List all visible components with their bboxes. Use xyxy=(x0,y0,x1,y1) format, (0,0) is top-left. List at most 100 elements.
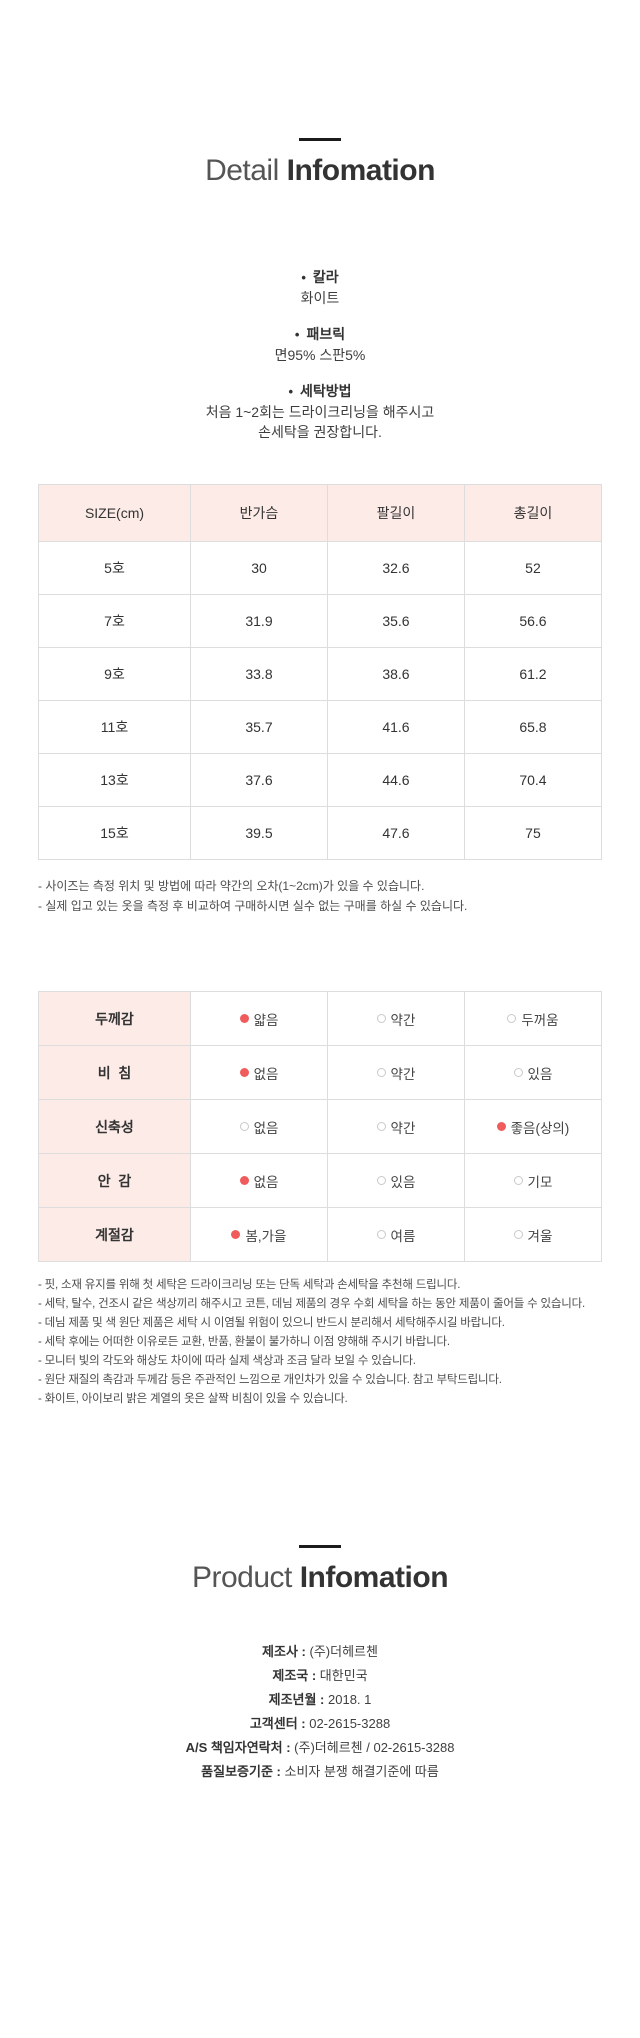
attribute-option-label: 기모 xyxy=(527,1174,553,1190)
attribute-option-cell: 없음 xyxy=(190,1153,328,1208)
spec-label-text: 세탁방법 xyxy=(300,383,352,399)
unselected-dot-icon xyxy=(376,1068,386,1077)
size-table-cell: 39.5 xyxy=(190,806,328,860)
product-field-label: 제조년월 : xyxy=(268,1692,329,1707)
unselected-dot-icon xyxy=(507,1014,517,1023)
spec-label: • 패브릭 xyxy=(0,324,640,345)
size-table-row: 9호 33.8 38.6 61.2 xyxy=(38,647,603,701)
size-table-cell: 33.8 xyxy=(190,647,328,701)
size-table-header-cell: 팔길이 xyxy=(326,484,465,542)
attribute-table: 두께감 얇음 약간 두꺼움 비 침 없음 약간 있음 신축성 없음 약간 좋음(상의) 안 감 없음 있음 기… xyxy=(38,991,603,1262)
size-table-cell: 65.8 xyxy=(463,700,603,754)
product-field-label: 제조사 : xyxy=(262,1644,310,1659)
care-note-line: - 모니터 빛의 각도와 해상도 차이에 따라 실제 색상과 조금 달라 보일 … xyxy=(38,1355,416,1367)
attribute-row: 비 침 없음 약간 있음 xyxy=(38,1045,603,1100)
attribute-option-cell: 겨울 xyxy=(463,1207,603,1262)
care-note-line: - 세탁, 탈수, 건조시 같은 색상끼리 해주시고 코튼, 데님 제품의 경우… xyxy=(38,1298,585,1310)
size-notes: - 사이즈는 측정 위치 및 방법에 따라 약간의 오차(1~2cm)가 있을 … xyxy=(38,876,624,916)
size-table-header-row: SIZE(cm) 반가슴 팔길이 총길이 xyxy=(38,484,603,542)
product-title-bold: Infomation xyxy=(299,1561,449,1594)
attribute-option-label: 약간 xyxy=(390,1120,416,1136)
attribute-option: 약간 xyxy=(376,1063,416,1083)
size-table-row: 5호 30 32.6 52 xyxy=(38,541,603,595)
attribute-option-label: 없음 xyxy=(253,1174,279,1190)
attribute-option: 없음 xyxy=(239,1117,279,1137)
spec-label: • 세탁방법 xyxy=(0,381,640,402)
attribute-option-label: 약간 xyxy=(390,1012,416,1028)
section-divider-line xyxy=(299,138,341,141)
attribute-label: 비 침 xyxy=(38,1045,191,1100)
product-field: 제조국 : 대한민국 xyxy=(0,1664,640,1688)
attribute-option-cell: 봄,가을 xyxy=(190,1207,328,1262)
product-field-value: (주)더헤르첸 xyxy=(309,1644,378,1659)
attribute-option-label: 약간 xyxy=(390,1066,416,1082)
size-table-cell: 7호 xyxy=(38,594,191,648)
size-table-cell: 15호 xyxy=(38,806,191,860)
size-table-header-cell: 반가슴 xyxy=(190,484,328,542)
care-notes: - 핏, 소재 유지를 위해 첫 세탁은 드라이크리닝 또는 단독 세탁과 손세… xyxy=(38,1276,624,1409)
size-table-cell: 41.6 xyxy=(326,700,465,754)
product-field: 고객센터 : 02-2615-3288 xyxy=(0,1712,640,1736)
product-fields: 제조사 : (주)더헤르첸 제조국 : 대한민국 제조년월 : 2018. 1 고객센… xyxy=(0,1640,640,1784)
selected-dot-icon xyxy=(239,1014,249,1023)
attribute-option-cell: 없음 xyxy=(190,1045,328,1100)
size-table-cell: 35.7 xyxy=(190,700,328,754)
attribute-row: 두께감 얇음 약간 두꺼움 xyxy=(38,991,603,1046)
attribute-option-cell: 약간 xyxy=(326,1045,465,1100)
product-field: A/S 책임자연락처 : (주)더헤르첸 / 02-2615-3288 xyxy=(0,1736,640,1760)
product-field-label: 품질보증기준 : xyxy=(201,1764,285,1779)
attribute-option-label: 있음 xyxy=(390,1174,416,1190)
unselected-dot-icon xyxy=(376,1176,386,1185)
product-field-label: 고객센터 : xyxy=(249,1716,310,1731)
product-field-value: 대한민국 xyxy=(319,1668,368,1683)
care-note-line: - 화이트, 아이보리 밝은 계열의 옷은 살짝 비침이 있을 수 있습니다. xyxy=(38,1393,348,1405)
size-table-cell: 37.6 xyxy=(190,753,328,807)
unselected-dot-icon xyxy=(513,1176,523,1185)
selected-dot-icon xyxy=(231,1230,241,1239)
attribute-row: 안 감 없음 있음 기모 xyxy=(38,1153,603,1208)
size-note-line: - 사이즈는 측정 위치 및 방법에 따라 약간의 오차(1~2cm)가 있을 … xyxy=(38,879,425,893)
size-table-header-cell: SIZE(cm) xyxy=(38,484,191,542)
product-field: 제조년월 : 2018. 1 xyxy=(0,1688,640,1712)
product-section-title: Product Infomation xyxy=(0,1560,640,1596)
unselected-dot-icon xyxy=(513,1230,523,1239)
unselected-dot-icon xyxy=(239,1122,249,1131)
bullet-icon: • xyxy=(288,384,294,399)
attribute-row: 계절감 봄,가을 여름 겨울 xyxy=(38,1207,603,1262)
attribute-option-cell: 여름 xyxy=(326,1207,465,1262)
product-field: 품질보증기준 : 소비자 분쟁 해결기준에 따름 xyxy=(0,1760,640,1784)
size-table-row: 11호 35.7 41.6 65.8 xyxy=(38,700,603,754)
attribute-option-cell: 좋음(상의) xyxy=(463,1099,603,1154)
attribute-option: 좋음(상의) xyxy=(496,1117,570,1137)
attribute-label: 신축성 xyxy=(38,1099,191,1154)
attribute-option: 약간 xyxy=(376,1117,416,1137)
attribute-option-label: 여름 xyxy=(390,1228,416,1244)
unselected-dot-icon xyxy=(376,1014,386,1023)
attribute-option-label: 좋음(상의) xyxy=(510,1120,570,1136)
attribute-option: 없음 xyxy=(239,1171,279,1191)
spec-label: • 칼라 xyxy=(0,267,640,288)
attribute-label: 두께감 xyxy=(38,991,191,1046)
selected-dot-icon xyxy=(239,1176,249,1185)
size-table-cell: 11호 xyxy=(38,700,191,754)
product-field-label: 제조국 : xyxy=(272,1668,320,1683)
product-field-value: 02-2615-3288 xyxy=(309,1716,391,1731)
detail-section: Detail Infomation • 칼라 화이트 • 패브릭 면95% 스판5% • 세탁… xyxy=(0,138,640,1409)
spec-value-line: 면95% 스판5% xyxy=(274,347,366,363)
attribute-option-label: 봄,가을 xyxy=(245,1228,287,1244)
attribute-option-cell: 기모 xyxy=(463,1153,603,1208)
attribute-option-label: 없음 xyxy=(253,1120,279,1136)
size-table-row: 7호 31.9 35.6 56.6 xyxy=(38,594,603,648)
attribute-option-label: 있음 xyxy=(527,1066,553,1082)
care-note-line: - 원단 재질의 촉감과 두께감 등은 주관적인 느낌으로 개인차가 있을 수 … xyxy=(38,1374,502,1386)
spec-value-line: 화이트 xyxy=(300,290,340,306)
size-table-cell: 5호 xyxy=(38,541,191,595)
size-table-cell: 32.6 xyxy=(326,541,465,595)
attribute-option-cell: 두꺼움 xyxy=(463,991,603,1046)
size-table: SIZE(cm) 반가슴 팔길이 총길이 5호 30 32.6 52 7호 31.9 35.6 56.… xyxy=(38,484,603,860)
attribute-option-label: 얇음 xyxy=(253,1012,279,1028)
attribute-option-cell: 약간 xyxy=(326,1099,465,1154)
